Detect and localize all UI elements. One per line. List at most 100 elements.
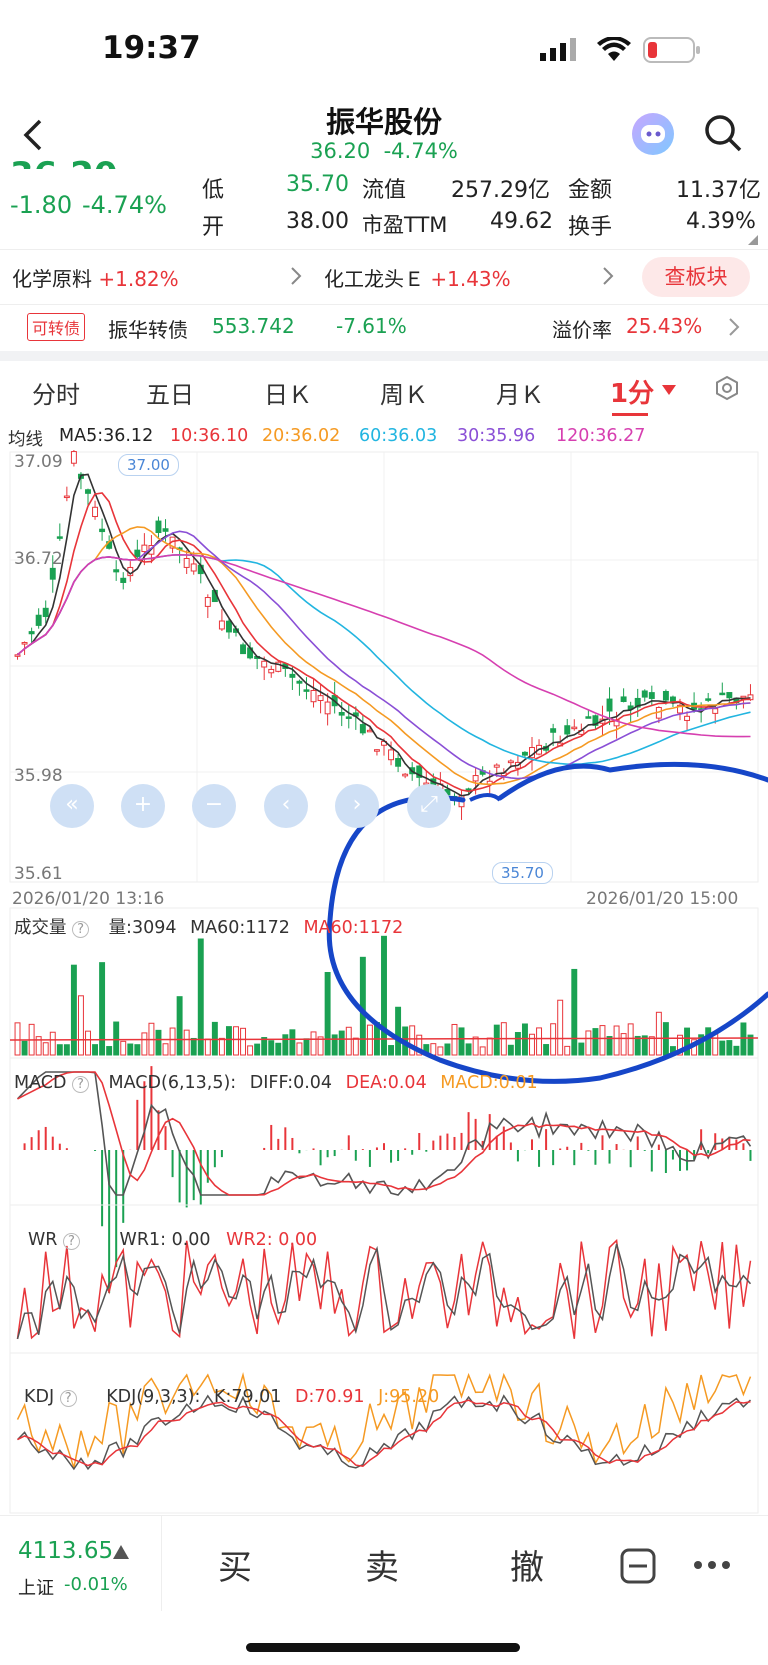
candle xyxy=(641,690,648,698)
index-ticker[interactable]: 4113.65 上证 -0.01% xyxy=(0,1516,162,1611)
view-sector-button[interactable]: 查板块 xyxy=(642,257,750,297)
tab-weekly-k[interactable]: 周Ｋ xyxy=(380,381,428,409)
sector-change: +1.82% xyxy=(98,267,179,291)
pe-value: 49.62 xyxy=(490,209,553,234)
end-time: 2026/01/20 15:00 xyxy=(586,889,739,909)
volume-bar xyxy=(698,1034,705,1056)
volume-bar xyxy=(359,956,366,1056)
candle xyxy=(550,728,557,733)
help-icon[interactable]: ? xyxy=(63,1233,80,1250)
volume-bar xyxy=(416,1034,423,1056)
candle xyxy=(204,597,211,607)
buy-button[interactable]: 买 xyxy=(218,1548,252,1588)
macd-params: MACD(6,13,5): xyxy=(108,1073,237,1093)
volume-bar xyxy=(557,999,564,1056)
kdj-label: KDJ xyxy=(24,1387,55,1407)
candle xyxy=(261,660,268,668)
settings-icon[interactable] xyxy=(714,375,740,401)
zoom-in-button[interactable]: + xyxy=(121,784,165,828)
candle xyxy=(99,528,106,533)
change-value: -1.80 xyxy=(10,191,73,219)
candle xyxy=(268,668,275,674)
minus-box-icon[interactable] xyxy=(620,1548,656,1584)
candle xyxy=(726,692,733,699)
tab-daily-k[interactable]: 日Ｋ xyxy=(264,381,312,409)
search-icon[interactable] xyxy=(703,113,743,153)
chevron-right-icon[interactable] xyxy=(290,266,302,286)
candle xyxy=(521,751,528,756)
hand-drawn-annotation-arc xyxy=(497,761,768,801)
volume-bar xyxy=(92,1044,99,1056)
fullscreen-icon[interactable]: ⤢ xyxy=(407,784,451,828)
scroll-left-button[interactable]: ‹ xyxy=(264,784,308,828)
header-price: 36.20 xyxy=(310,139,371,163)
zoom-out-button[interactable]: − xyxy=(192,784,236,828)
scroll-far-left-button[interactable]: « xyxy=(50,784,94,828)
candle xyxy=(275,661,282,672)
sell-button[interactable]: 卖 xyxy=(365,1548,399,1588)
volume-bar xyxy=(479,1046,486,1056)
volume-bar xyxy=(592,1028,599,1056)
active-tab-indicator xyxy=(612,413,648,416)
y-tick-3: 35.98 xyxy=(14,766,63,786)
tab-intraday[interactable]: 分时 xyxy=(32,381,80,409)
volume-bar xyxy=(437,1046,444,1056)
candle xyxy=(310,690,317,703)
bottom-toolbar: 4113.65 上证 -0.01% 买 卖 撤 xyxy=(0,1515,768,1611)
candle xyxy=(134,549,141,557)
help-icon[interactable]: ? xyxy=(72,921,89,938)
float-cap-label: 流值 xyxy=(362,178,407,203)
volume-bar xyxy=(655,1011,662,1056)
sector-item-2[interactable]: 化工龙头Ｅ +1.43% xyxy=(324,263,511,292)
volume-bar xyxy=(599,1025,606,1056)
stock-name: 振华股份 xyxy=(325,105,442,139)
volume-bar xyxy=(458,1027,465,1056)
volume-bar xyxy=(106,1046,113,1056)
expand-corner-icon[interactable] xyxy=(748,235,758,245)
volume-bar xyxy=(162,1043,169,1056)
macd-value: MACD:0.01 xyxy=(440,1073,538,1093)
caret-down-icon[interactable] xyxy=(662,385,676,395)
volume-bar xyxy=(282,1034,289,1056)
ma10-line xyxy=(16,492,751,793)
volume-bar xyxy=(578,1042,585,1056)
scroll-right-button[interactable]: › xyxy=(335,784,379,828)
low-marker: 35.70 xyxy=(492,862,553,884)
candle xyxy=(507,760,514,764)
volume-bar xyxy=(77,995,84,1056)
more-icon[interactable] xyxy=(692,1559,732,1571)
candle xyxy=(63,495,70,499)
volume-bar xyxy=(99,962,106,1056)
back-icon[interactable] xyxy=(22,117,46,153)
assistant-icon[interactable] xyxy=(632,113,674,155)
convertible-name[interactable]: 振华转债 xyxy=(108,318,188,342)
volume-bar xyxy=(486,1037,493,1056)
ma20-value: 20:36.02 xyxy=(262,426,341,446)
chevron-right-icon[interactable] xyxy=(728,317,740,337)
tab-monthly-k[interactable]: 月Ｋ xyxy=(496,381,544,409)
help-icon[interactable]: ? xyxy=(59,1390,77,1407)
volume-bar xyxy=(684,1027,691,1056)
chevron-right-icon[interactable] xyxy=(602,266,614,286)
candle xyxy=(712,708,719,714)
macd-lines xyxy=(16,1066,752,1293)
sector-item-1[interactable]: 化学原料 +1.82% xyxy=(12,263,179,292)
amount-value: 11.37亿 xyxy=(676,178,761,203)
kdj-k: K:79.01 xyxy=(213,1387,282,1407)
status-time: 19:37 xyxy=(102,30,201,66)
volume-bar xyxy=(620,1033,627,1056)
candle xyxy=(740,695,747,699)
help-icon[interactable]: ? xyxy=(72,1076,89,1093)
y-tick-2: 36.72 xyxy=(14,549,63,569)
volume-bar xyxy=(529,1033,535,1056)
candlestick-chart[interactable] xyxy=(0,450,768,1515)
cancel-order-button[interactable]: 撤 xyxy=(510,1548,544,1588)
kdj-lines xyxy=(16,1372,752,1471)
volume-bar xyxy=(21,1040,28,1056)
candle xyxy=(113,569,120,573)
volume-bar xyxy=(345,1026,352,1056)
tab-five-day[interactable]: 五日 xyxy=(146,381,194,409)
tab-one-minute[interactable]: 1分 xyxy=(610,379,655,409)
sector-name: 化工龙头Ｅ xyxy=(324,267,424,291)
candle xyxy=(35,614,42,626)
